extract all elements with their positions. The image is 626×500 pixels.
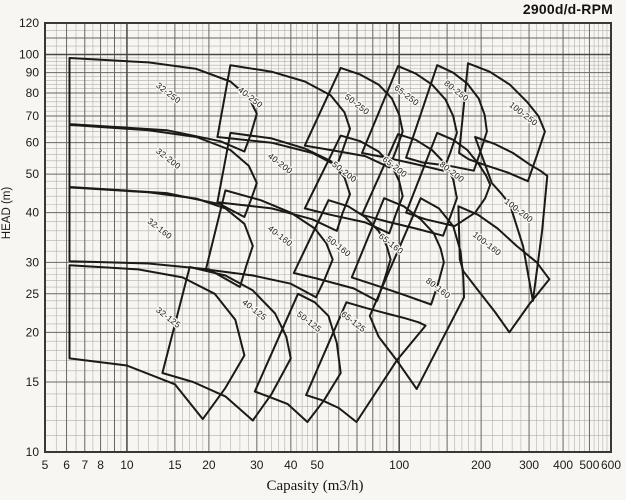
envelope-label-65-125: 65-125 xyxy=(339,309,367,334)
envelope-100-250 xyxy=(458,62,546,183)
envelope-80-200 xyxy=(405,131,492,228)
x-tick-label-10: 10 xyxy=(120,458,134,472)
x-tick-label-300: 300 xyxy=(519,458,539,472)
envelope-40-250 xyxy=(216,64,351,167)
envelope-label-50-125: 50-125 xyxy=(295,309,323,334)
envelope-40-125 xyxy=(161,266,292,422)
x-tick-label-20: 20 xyxy=(202,458,216,472)
envelope-65-200 xyxy=(361,133,458,237)
envelope-80-250 xyxy=(405,64,488,172)
envelope-32-160 xyxy=(68,186,254,288)
x-tick-label-50: 50 xyxy=(311,458,325,472)
y-tick-label-60: 60 xyxy=(26,136,40,150)
envelope-65-250 xyxy=(361,65,458,172)
envelope-32-125 xyxy=(68,264,246,421)
x-tick-label-7: 7 xyxy=(81,458,88,472)
envelope-label-100-160: 100-160 xyxy=(471,229,503,257)
x-tick-label-8: 8 xyxy=(97,458,104,472)
x-tick-label-5: 5 xyxy=(42,458,49,472)
y-tick-label-120: 120 xyxy=(19,16,39,30)
x-tick-label-30: 30 xyxy=(250,458,264,472)
envelope-100-200 xyxy=(474,136,549,302)
x-tick-label-40: 40 xyxy=(284,458,298,472)
envelope-40-200 xyxy=(216,131,351,232)
envelope-40-160 xyxy=(204,189,334,299)
y-tick-label-70: 70 xyxy=(26,109,40,123)
y-tick-label-80: 80 xyxy=(26,86,40,100)
envelope-65-125 xyxy=(305,301,427,423)
x-axis-title: Capasity (m3/h) xyxy=(266,478,364,494)
y-tick-label-30: 30 xyxy=(26,255,40,269)
plot-frame xyxy=(44,22,612,453)
y-tick-label-15: 15 xyxy=(26,375,40,389)
x-tick-label-6: 6 xyxy=(63,458,70,472)
x-tick-label-100: 100 xyxy=(389,458,409,472)
chart-title: 2900d/d-RPM xyxy=(522,1,613,17)
x-tick-label-500: 500 xyxy=(579,458,599,472)
envelope-label-100-200: 100-200 xyxy=(503,196,535,224)
x-tick-label-15: 15 xyxy=(168,458,182,472)
x-tick-label-400: 400 xyxy=(553,458,573,472)
x-tick-label-600: 600 xyxy=(601,458,621,472)
envelope-32-250 xyxy=(68,57,258,153)
y-tick-label-100: 100 xyxy=(19,48,39,62)
y-tick-label-20: 20 xyxy=(26,325,40,339)
envelope-80-160 xyxy=(368,197,465,390)
envelope-50-160 xyxy=(292,199,392,302)
envelope-65-160 xyxy=(350,197,445,306)
envelope-label-65-250: 65-250 xyxy=(393,82,421,107)
envelope-label-32-160: 32-160 xyxy=(146,216,174,241)
envelope-label-65-200: 65-200 xyxy=(381,154,409,179)
y-tick-label-40: 40 xyxy=(26,206,40,220)
envelope-label-40-160: 40-160 xyxy=(266,223,294,248)
x-tick-label-200: 200 xyxy=(471,458,491,472)
envelope-50-250 xyxy=(303,66,404,169)
y-tick-label-10: 10 xyxy=(26,445,40,459)
y-tick-label-90: 90 xyxy=(26,66,40,80)
y-tick-label-50: 50 xyxy=(26,167,40,181)
envelope-label-80-160: 80-160 xyxy=(424,275,452,300)
envelope-100-160 xyxy=(457,205,551,334)
y-tick-label-25: 25 xyxy=(26,287,40,301)
envelope-50-200 xyxy=(303,134,404,235)
